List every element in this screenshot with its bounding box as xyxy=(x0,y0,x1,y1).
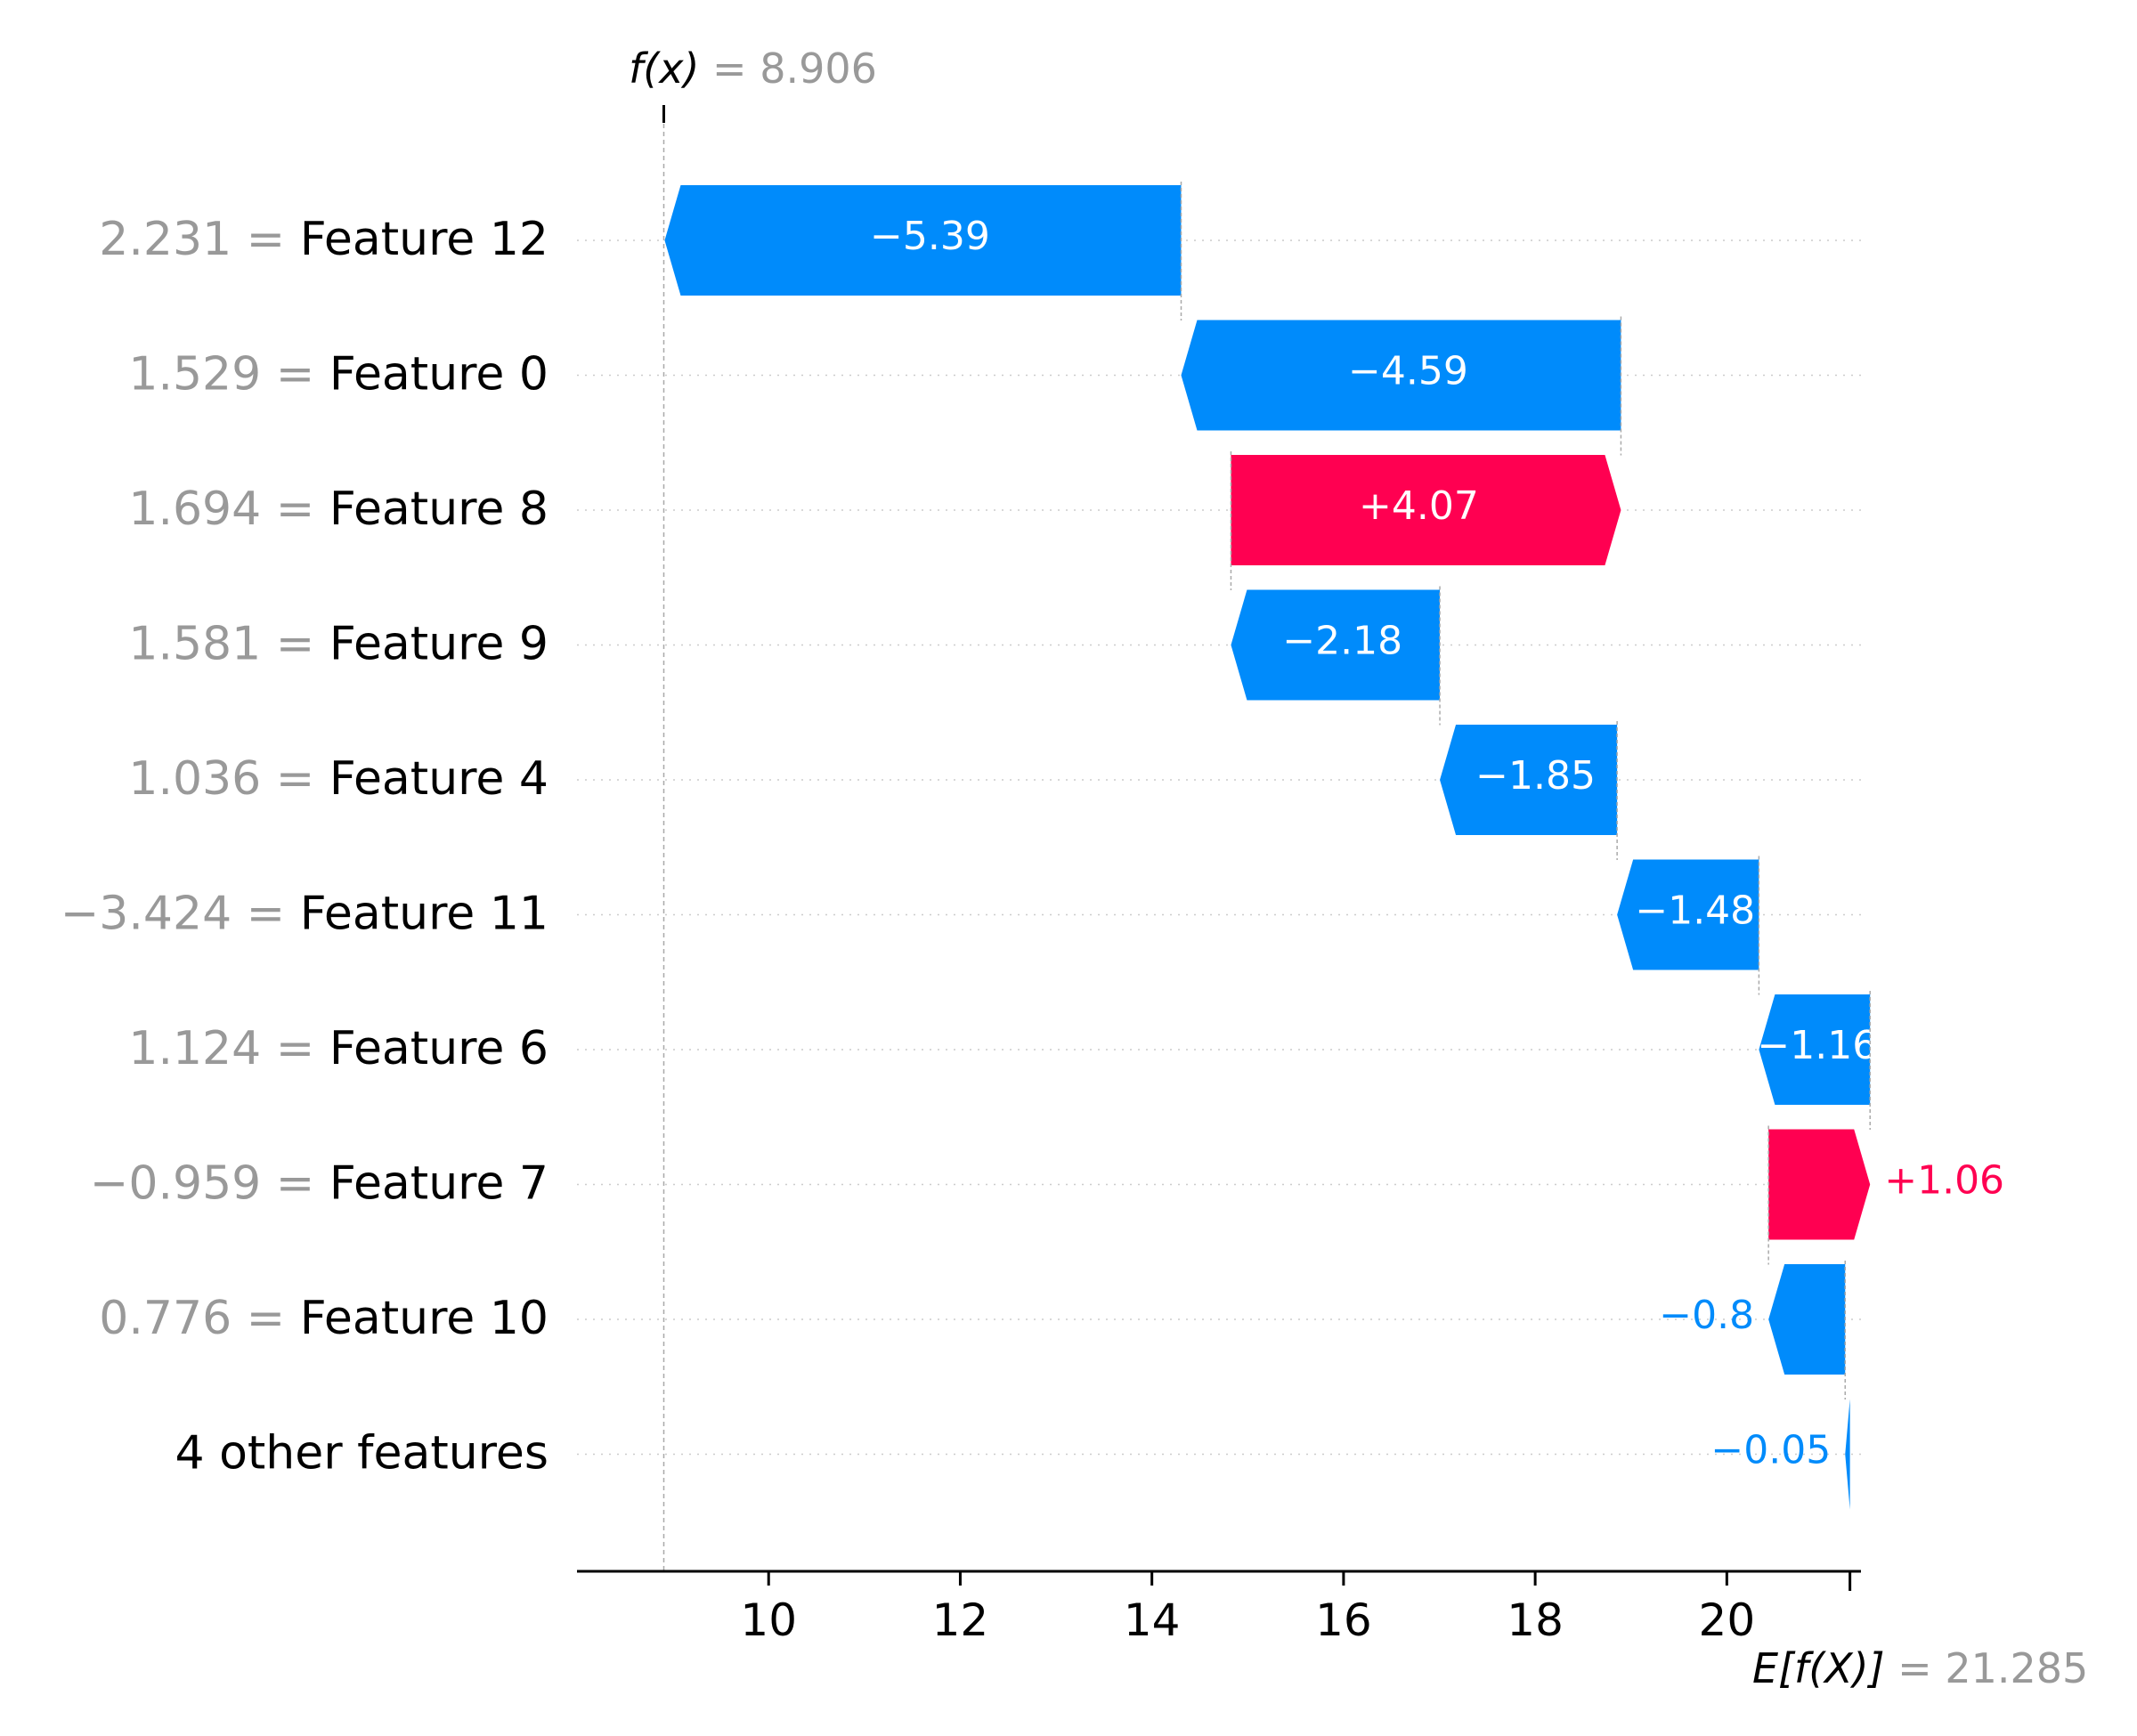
bar-value-label: −1.85 xyxy=(1475,753,1596,799)
bar-value-label: −2.18 xyxy=(1282,619,1402,664)
waterfall-bar xyxy=(1181,320,1621,431)
feature-label: 1.581 = Feature 9 xyxy=(128,618,548,671)
fx-value: 8.906 xyxy=(760,45,877,93)
feature-value: 1.124 xyxy=(128,1022,261,1075)
bar-value-label: −0.05 xyxy=(1710,1428,1831,1473)
feature-equals: = xyxy=(261,752,329,806)
feature-equals: = xyxy=(261,1157,329,1211)
ex-annotation: E[f(X)] = 21.285 xyxy=(1752,1644,2088,1692)
feature-label: 2.231 = Feature 12 xyxy=(99,213,548,266)
feature-equals: = xyxy=(232,888,300,941)
feature-value: 1.581 xyxy=(128,618,261,671)
feature-label: 1.036 = Feature 4 xyxy=(128,752,548,806)
waterfall-bar xyxy=(1231,455,1621,565)
fx-label: f(x) xyxy=(629,45,699,93)
waterfall-bar xyxy=(1759,994,1871,1105)
waterfall-bar xyxy=(1617,859,1759,970)
feature-equals: = xyxy=(232,213,300,266)
feature-value: −3.424 xyxy=(61,888,232,941)
feature-name: Feature 12 xyxy=(300,213,548,266)
waterfall-bar xyxy=(1768,1264,1846,1375)
feature-name: Feature 8 xyxy=(329,483,548,536)
bar-value-label: −0.8 xyxy=(1659,1293,1754,1338)
feature-value: 1.694 xyxy=(128,483,261,536)
feature-name: Feature 9 xyxy=(329,618,548,671)
x-tick-label: 18 xyxy=(1507,1594,1564,1646)
x-tick-label: 10 xyxy=(740,1594,797,1646)
waterfall-bar xyxy=(664,185,1182,296)
connectors xyxy=(662,116,1871,1571)
feature-name: Feature 6 xyxy=(329,1022,548,1075)
bar-value-label: +4.07 xyxy=(1359,483,1479,529)
waterfall-bar xyxy=(1440,725,1618,835)
bars: −5.39 −4.59 +4.07 −2.18 −1.85 −1.48 −1.16 +1.06… xyxy=(664,185,2004,1510)
x-tick-label: 20 xyxy=(1699,1594,1756,1646)
feature-label: −0.959 = Feature 7 xyxy=(90,1157,548,1211)
feature-equals: = xyxy=(261,348,329,402)
ex-equals: = xyxy=(1885,1644,1946,1692)
feature-equals: = xyxy=(261,618,329,671)
feature-label: 4 other features xyxy=(175,1427,548,1480)
fx-annotation: f(x) = 8.906 xyxy=(629,45,877,93)
feature-value: 0.776 xyxy=(99,1292,232,1345)
waterfall-bar xyxy=(1845,1399,1850,1510)
feature-label: 1.694 = Feature 8 xyxy=(128,483,548,536)
feature-equals: = xyxy=(261,1022,329,1075)
feature-name: Feature 0 xyxy=(329,348,548,402)
feature-labels: 2.231 = Feature 12 1.529 = Feature 0 1.694… xyxy=(61,213,548,1480)
feature-name: Feature 11 xyxy=(300,888,548,941)
feature-name: Feature 10 xyxy=(300,1292,548,1345)
waterfall-bar xyxy=(1768,1129,1871,1240)
bar-value-label: +1.06 xyxy=(1884,1158,2004,1204)
feature-label: 1.529 = Feature 0 xyxy=(128,348,548,402)
feature-name: Feature 4 xyxy=(329,752,548,806)
ex-value: 21.285 xyxy=(1945,1644,2088,1692)
bar-value-label: −1.48 xyxy=(1635,888,1755,934)
x-tick-label: 12 xyxy=(932,1594,989,1646)
feature-value: −0.959 xyxy=(90,1157,261,1211)
feature-value: 2.231 xyxy=(99,213,232,266)
feature-value: 1.036 xyxy=(128,752,261,806)
feature-label: −3.424 = Feature 11 xyxy=(61,888,548,941)
feature-name: 4 other features xyxy=(175,1427,548,1480)
bar-value-label: −4.59 xyxy=(1348,349,1468,394)
bar-value-label: −1.16 xyxy=(1757,1023,1877,1068)
ex-label: E[f(X)] xyxy=(1752,1644,1885,1692)
x-tick-label: 14 xyxy=(1124,1594,1181,1646)
x-tick-label: 16 xyxy=(1315,1594,1372,1646)
feature-name: Feature 7 xyxy=(329,1157,548,1211)
feature-value: 1.529 xyxy=(128,348,261,402)
feature-label: 0.776 = Feature 10 xyxy=(99,1292,548,1345)
feature-label: 1.124 = Feature 6 xyxy=(128,1022,548,1075)
feature-equals: = xyxy=(232,1292,300,1345)
feature-equals: = xyxy=(261,483,329,536)
bar-value-label: −5.39 xyxy=(870,214,990,259)
fx-equals: = xyxy=(699,45,760,93)
x-axis: 10 12 14 16 18 20 xyxy=(577,105,1861,1646)
waterfall-bar xyxy=(1231,589,1441,701)
